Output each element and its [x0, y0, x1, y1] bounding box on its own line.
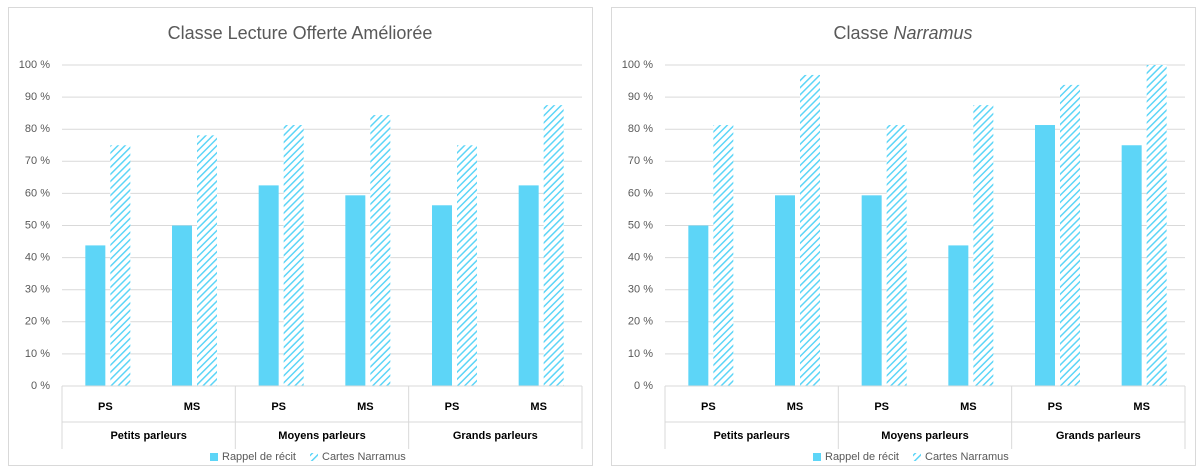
bar	[518, 185, 539, 386]
y-tick-label: 10 %	[628, 348, 653, 360]
chart: Classe Lecture Offerte Améliorée 0 % 10 % 2…	[8, 7, 593, 466]
legend-swatch	[813, 453, 821, 461]
x-tick-label: MS	[960, 401, 977, 413]
group-label: Grands parleurs	[1056, 430, 1141, 442]
bar	[283, 125, 304, 386]
y-tick-label: 40 %	[25, 252, 50, 264]
x-tick-label: PS	[98, 401, 113, 413]
legend-swatch	[210, 453, 218, 461]
y-tick-label: 80 %	[628, 123, 653, 135]
y-tick-label: 20 %	[628, 316, 653, 328]
y-tick-label: 100 %	[622, 59, 653, 71]
bar	[1146, 65, 1167, 386]
x-tick-label: MS	[1133, 401, 1150, 413]
group-label: Moyens parleurs	[278, 430, 365, 442]
chart-title: Classe Lecture Offerte Améliorée	[168, 23, 433, 43]
title-part: Narramus	[894, 23, 973, 43]
bar	[457, 145, 477, 386]
legend-swatch	[310, 453, 318, 461]
x-tick-label: MS	[184, 401, 201, 413]
x-tick-label: PS	[445, 401, 460, 413]
y-tick-label: 50 %	[25, 219, 50, 231]
y-tick-label: 80 %	[25, 123, 50, 135]
y-tick-label: 90 %	[628, 91, 653, 103]
bar	[948, 245, 969, 386]
x-tick-label: MS	[787, 401, 804, 413]
group-label: Petits parleurs	[110, 430, 186, 442]
group-label: Moyens parleurs	[881, 430, 968, 442]
bar	[370, 115, 391, 387]
y-tick-label: 20 %	[25, 316, 50, 328]
legend-label: Rappel de récit	[222, 451, 296, 463]
x-tick-label: PS	[701, 401, 716, 413]
bar	[258, 185, 279, 386]
bar	[800, 74, 820, 387]
bar	[1121, 145, 1142, 386]
legend-swatch	[913, 453, 921, 461]
bar	[688, 225, 709, 386]
group-label: Grands parleurs	[453, 430, 538, 442]
x-tick-label: PS	[1048, 401, 1063, 413]
y-tick-label: 70 %	[25, 155, 50, 167]
y-tick-label: 50 %	[628, 219, 653, 231]
bar	[1060, 84, 1080, 386]
title-part: Classe	[833, 23, 888, 43]
bar	[1035, 125, 1055, 386]
y-tick-label: 60 %	[25, 187, 50, 199]
chart: Classe Narramus 0 % 10 % 20 % 30 % 40 % 50 % 60 …	[611, 7, 1196, 466]
y-tick-label: 30 %	[628, 284, 653, 296]
x-tick-label: MS	[357, 401, 374, 413]
y-tick-label: 0 %	[31, 380, 50, 392]
y-tick-label: 30 %	[25, 284, 50, 296]
bar	[886, 125, 907, 386]
bar	[345, 195, 366, 386]
y-tick-label: 10 %	[25, 348, 50, 360]
legend-label: Rappel de récit	[825, 451, 899, 463]
bar	[197, 135, 217, 386]
bar	[973, 105, 994, 386]
y-tick-label: 90 %	[25, 91, 50, 103]
bar	[172, 225, 192, 386]
x-tick-label: PS	[271, 401, 286, 413]
bar	[713, 125, 734, 386]
y-tick-label: 60 %	[628, 187, 653, 199]
bar	[85, 245, 106, 386]
y-tick-label: 100 %	[19, 59, 50, 71]
chart-title: Classe Narramus	[833, 23, 972, 43]
y-tick-label: 0 %	[634, 380, 653, 392]
title-part: Classe Lecture Offerte Améliorée	[168, 23, 433, 43]
bar	[543, 105, 564, 386]
y-tick-label: 70 %	[628, 155, 653, 167]
legend-label: Cartes Narramus	[925, 451, 1009, 463]
bar	[432, 205, 452, 386]
legend-label: Cartes Narramus	[322, 451, 406, 463]
x-tick-label: PS	[874, 401, 889, 413]
y-tick-label: 40 %	[628, 252, 653, 264]
bar	[861, 195, 882, 386]
group-label: Petits parleurs	[713, 430, 789, 442]
bar	[110, 145, 131, 386]
x-tick-label: MS	[530, 401, 547, 413]
bar	[775, 195, 795, 386]
